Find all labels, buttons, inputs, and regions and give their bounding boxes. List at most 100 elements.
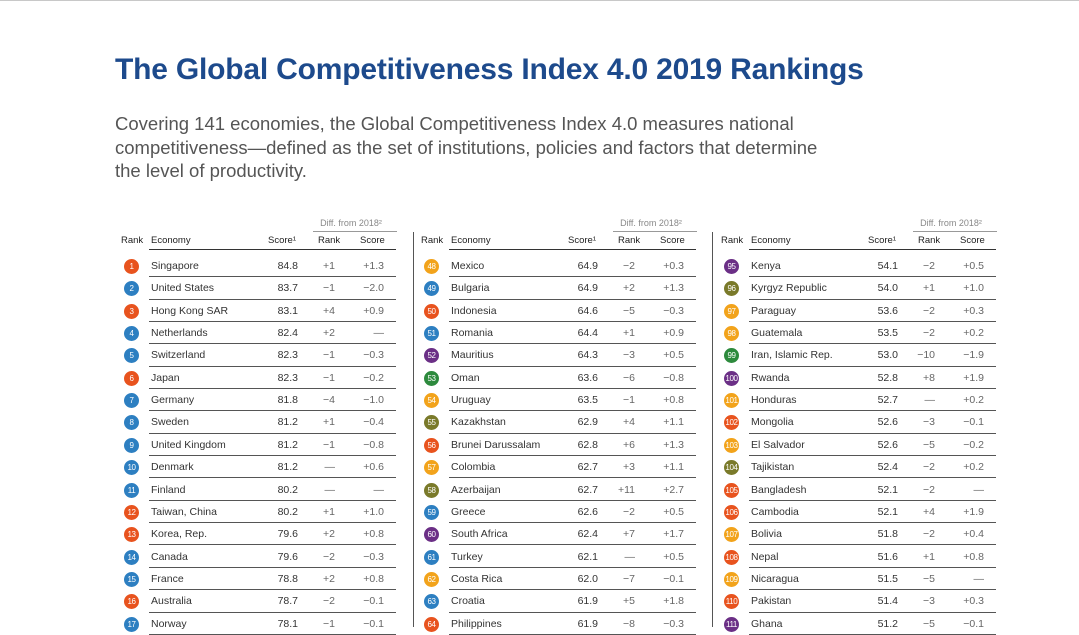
score-value: 52.1 (877, 505, 898, 518)
score-change: +0.8 (363, 572, 384, 585)
rank-badge: 50 (424, 303, 439, 319)
row-rule (749, 544, 996, 546)
rank-badge: 63 (424, 594, 439, 610)
economy-name: Netherlands (151, 327, 208, 340)
col-header-rank: Rank (721, 235, 744, 246)
rank-change: −1 (323, 282, 335, 295)
col-header-economy: Economy (451, 235, 491, 246)
row-rule (149, 365, 396, 367)
rank-badge: 2 (124, 281, 139, 297)
score-value: 53.6 (877, 304, 898, 317)
table-row: 57 Colombia 62.7 +3 +1.1 (421, 456, 696, 479)
rank-badge: 60 (424, 527, 439, 543)
score-change: +1.9 (963, 371, 984, 384)
economy-name: Kenya (751, 260, 781, 272)
score-value: 61.9 (577, 595, 598, 608)
score-value: 64.4 (577, 327, 598, 340)
score-change: — (973, 572, 985, 585)
rank-badge: 99 (724, 348, 739, 364)
rank-change: −2 (923, 260, 935, 272)
economy-name: Bolivia (751, 528, 782, 541)
row-rule (449, 365, 696, 367)
score-value: 62.4 (577, 528, 598, 541)
score-change: +1.0 (963, 282, 984, 295)
economy-name: Rwanda (751, 371, 790, 384)
economy-name: Denmark (151, 461, 194, 474)
economy-name: Kazakhstan (451, 416, 506, 429)
row-rule (449, 343, 696, 345)
score-change: −1.9 (963, 349, 984, 362)
score-change: +0.5 (663, 505, 684, 518)
rank-badge: 13 (124, 527, 139, 543)
economy-name: Bulgaria (451, 282, 490, 295)
rank-change: −5 (923, 572, 935, 585)
score-value: 52.7 (877, 394, 898, 407)
score-change: +1.8 (663, 595, 684, 608)
column-divider (413, 232, 414, 627)
score-value: 53.0 (877, 349, 898, 362)
score-value: 61.9 (577, 617, 598, 630)
economy-name: Philippines (451, 617, 502, 630)
col-header-diff-score: Score (360, 235, 385, 246)
economy-name: Paraguay (751, 304, 796, 317)
rank-change: −2 (923, 304, 935, 317)
economy-name: Nicaragua (751, 572, 799, 585)
col-header-economy: Economy (751, 235, 791, 246)
table-row: 103 El Salvador 52.6 −5 −0.2 (721, 434, 996, 457)
rank-badge: 12 (124, 504, 139, 520)
economy-name: United States (151, 282, 215, 295)
table-row: 56 Brunei Darussalam 62.8 +6 +1.3 (421, 434, 696, 457)
economy-name: Germany (151, 394, 195, 407)
rank-change: +2 (623, 282, 635, 295)
score-change: — (373, 327, 385, 340)
intro-line: Covering 141 economies, the Global Compe… (115, 113, 794, 134)
score-change: +0.6 (363, 461, 384, 474)
score-change: −2.0 (363, 282, 384, 295)
rank-change: +2 (323, 327, 335, 340)
table-row: 61 Turkey 62.1 — +0.5 (421, 546, 696, 568)
score-value: 79.6 (277, 528, 298, 541)
economy-name: El Salvador (751, 438, 805, 451)
table-row: 102 Mongolia 52.6 −3 −0.1 (721, 411, 996, 434)
score-change: +0.3 (663, 260, 684, 272)
row-rule (749, 365, 996, 367)
score-change: −0.3 (663, 304, 684, 317)
table-row: 110 Pakistan 51.4 −3 +0.3 (721, 590, 996, 613)
score-value: 62.7 (577, 483, 598, 496)
score-change: −0.3 (363, 550, 384, 563)
col-header-diff-rank: Rank (618, 235, 641, 246)
row-rule (449, 611, 696, 613)
table-row: 107 Bolivia 51.8 −2 +0.4 (721, 523, 996, 546)
score-change: +0.8 (363, 528, 384, 541)
table-row: 50 Indonesia 64.6 −5 −0.3 (421, 300, 696, 322)
col-header-diff-rank: Rank (318, 235, 341, 246)
score-change: +0.3 (963, 595, 984, 608)
rank-badge: 108 (724, 549, 739, 565)
rank-change: −1 (323, 349, 335, 362)
top-rule (0, 0, 1079, 1)
row-rule (749, 276, 996, 278)
score-change: — (973, 483, 985, 496)
score-value: 78.8 (277, 572, 298, 585)
rank-change: −3 (623, 349, 635, 362)
economy-name: Iran, Islamic Rep. (751, 349, 833, 362)
economy-name: Brunei Darussalam (451, 438, 541, 451)
table-row: 14 Canada 79.6 −2 −0.3 (121, 546, 396, 568)
rank-badge: 104 (724, 460, 739, 476)
economy-name: South Africa (451, 528, 508, 541)
score-change: +1.1 (663, 416, 684, 429)
row-rule (149, 298, 396, 300)
row-rule (149, 544, 396, 546)
rank-change: +4 (323, 304, 335, 317)
score-change: +2.7 (663, 483, 684, 496)
score-value: 63.6 (577, 371, 598, 384)
table-row: 49 Bulgaria 64.9 +2 +1.3 (421, 277, 696, 300)
score-change: +0.8 (663, 394, 684, 407)
table-row: 95 Kenya 54.1 −2 +0.5 (721, 255, 996, 278)
col-header-score: Score¹ (568, 235, 596, 246)
table-row: 60 South Africa 62.4 +7 +1.7 (421, 523, 696, 546)
rank-badge: 48 (424, 259, 439, 274)
economy-name: United Kingdom (151, 438, 226, 451)
rank-badge: 52 (424, 348, 439, 364)
score-value: 52.4 (877, 461, 898, 474)
